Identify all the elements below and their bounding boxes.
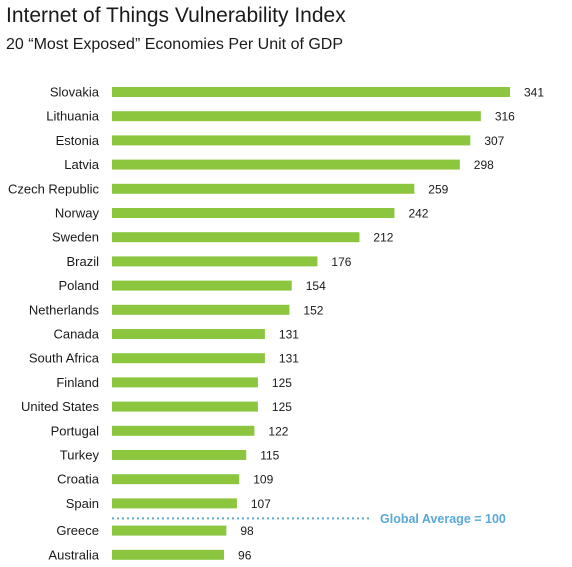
value-label: 212 bbox=[373, 231, 393, 245]
value-label: 125 bbox=[272, 376, 292, 390]
bar bbox=[112, 280, 292, 291]
value-label: 242 bbox=[408, 207, 428, 221]
value-label: 259 bbox=[428, 182, 448, 196]
value-label: 298 bbox=[474, 158, 494, 172]
bar bbox=[112, 135, 471, 146]
category-label: Latvia bbox=[64, 157, 99, 172]
category-label: Spain bbox=[66, 496, 99, 511]
value-label: 341 bbox=[524, 86, 544, 100]
value-label: 109 bbox=[253, 473, 273, 487]
bar bbox=[112, 329, 265, 339]
category-label: Australia bbox=[48, 547, 99, 562]
value-label: 115 bbox=[260, 449, 279, 463]
bar bbox=[112, 549, 225, 560]
value-label: 122 bbox=[268, 424, 288, 438]
value-label: 131 bbox=[279, 352, 299, 366]
bar bbox=[112, 498, 237, 509]
value-label: 307 bbox=[484, 134, 504, 148]
chart-title: Internet of Things Vulnerability Index bbox=[6, 4, 346, 27]
category-label: Lithuania bbox=[46, 109, 100, 124]
value-label: 152 bbox=[303, 303, 323, 317]
value-label: 316 bbox=[495, 110, 515, 124]
category-label: United States bbox=[21, 399, 100, 414]
bar bbox=[112, 353, 265, 364]
category-label: Sweden bbox=[52, 230, 99, 245]
category-label: Finland bbox=[56, 375, 99, 390]
category-label: Norway bbox=[55, 206, 100, 221]
bar bbox=[112, 232, 360, 243]
category-label: Poland bbox=[59, 278, 99, 293]
bar bbox=[112, 474, 240, 485]
value-label: 96 bbox=[238, 548, 252, 562]
bar bbox=[112, 377, 258, 388]
value-label: 98 bbox=[240, 524, 254, 538]
category-label: Estonia bbox=[56, 133, 100, 148]
category-label: Brazil bbox=[66, 254, 99, 269]
bar bbox=[112, 401, 258, 412]
value-label: 107 bbox=[251, 497, 271, 511]
bar bbox=[112, 183, 415, 194]
bar bbox=[112, 425, 255, 436]
value-label: 176 bbox=[331, 255, 351, 269]
bar bbox=[112, 159, 460, 170]
category-label: Czech Republic bbox=[8, 181, 100, 196]
category-label: Croatia bbox=[57, 472, 100, 487]
category-label: South Africa bbox=[29, 351, 100, 366]
bar bbox=[112, 304, 290, 315]
category-label: Slovakia bbox=[50, 85, 100, 100]
bar bbox=[112, 256, 318, 267]
value-label: 131 bbox=[279, 328, 299, 342]
category-label: Greece bbox=[56, 523, 99, 538]
category-label: Turkey bbox=[60, 448, 100, 463]
category-label: Canada bbox=[53, 327, 99, 342]
bar bbox=[112, 525, 227, 536]
category-label: Netherlands bbox=[29, 302, 100, 317]
category-label: Portugal bbox=[51, 423, 100, 438]
value-label: 125 bbox=[272, 400, 292, 414]
bar bbox=[112, 450, 247, 460]
bar bbox=[112, 111, 481, 122]
value-label: 154 bbox=[306, 279, 326, 293]
bar bbox=[112, 208, 395, 218]
chart-subtitle: 20 “Most Exposed” Economies Per Unit of … bbox=[6, 36, 344, 53]
reference-line-label: Global Average = 100 bbox=[380, 512, 506, 526]
bar bbox=[112, 87, 510, 97]
